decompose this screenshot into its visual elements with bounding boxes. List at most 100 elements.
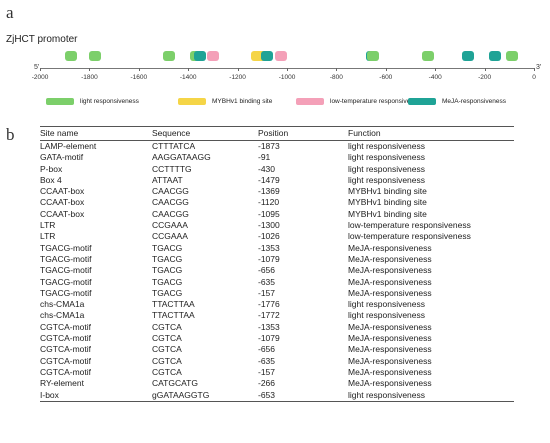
- sequence-cell: CGTCA: [152, 355, 182, 366]
- axis-tick-mark: [287, 68, 288, 71]
- table-row: CCAAT-box CAACGG -1369 MYBHv1 binding site: [40, 186, 514, 197]
- binding-site-box-meja: [193, 51, 206, 61]
- sequence-cell: TGACG: [152, 253, 183, 264]
- cis-element-table: Site name Sequence Position Function LAM…: [40, 126, 514, 402]
- table-row: LAMP-element CTTTATCA -1873 light responsiv…: [40, 141, 514, 153]
- site-name-cell: CGTCA-motif: [40, 333, 91, 344]
- axis-tick-mark: [237, 68, 239, 71]
- promoter-axis-ticks: -2000 -1800 -1600 -1400 -1200 -1000 -800 -600 -4…: [0, 68, 550, 86]
- position-cell: -1772: [258, 310, 280, 321]
- function-cell: MYBHv1 binding site: [348, 186, 427, 197]
- function-cell: MeJA-responsiveness: [348, 276, 432, 287]
- sequence-cell: CGTCA: [152, 333, 182, 344]
- legend-item-light: light responsiveness: [46, 94, 139, 108]
- axis-tick-label: 0: [532, 74, 536, 81]
- table-row: CGTCA-motif CGTCA -656 MeJA-responsiveness: [40, 344, 514, 355]
- axis-tick-label: -1400: [179, 74, 197, 81]
- function-cell: light responsiveness: [348, 163, 426, 174]
- table-row: P-box CCTTTTG -430 light responsiveness: [40, 164, 514, 175]
- table-row: chs-CMA1a TTACTTAA -1776 light responsivene…: [40, 299, 514, 310]
- site-name-cell: I-box: [40, 389, 152, 402]
- five-prime-label: 5': [34, 64, 40, 71]
- sequence-cell: AAGGATAAGG: [152, 152, 211, 163]
- function-cell: low-temperature responsiveness: [348, 220, 471, 231]
- axis-tick-label: -800: [329, 74, 343, 81]
- legend-label: low-temperature responsiveness: [330, 97, 424, 105]
- table-row: CGTCA-motif CGTCA -1079 MeJA-responsiveness: [40, 333, 514, 344]
- position-cell: -1353: [258, 321, 280, 332]
- function-cell: light responsiveness: [348, 174, 426, 185]
- function-cell: MYBHv1 binding site: [348, 208, 427, 219]
- sequence-cell: CCGAAA: [152, 231, 188, 242]
- legend: light responsiveness MYBHv1 binding site l…: [0, 94, 550, 108]
- sequence-cell: CGTCA: [152, 321, 182, 332]
- function-cell: light responsiveness: [348, 299, 426, 310]
- site-name-cell: LTR: [40, 231, 56, 242]
- binding-site-box-meja: [489, 51, 502, 61]
- sequence-cell: CAACGG: [152, 208, 189, 219]
- function-cell: MeJA-responsiveness: [348, 321, 432, 332]
- position-cell: -1776: [258, 299, 280, 310]
- binding-site-box-light: [366, 51, 379, 61]
- table-row: chs-CMA1a TTACTTAA -1772 light responsivene…: [40, 310, 514, 321]
- site-name-cell: CCAAT-box: [40, 186, 85, 197]
- position-cell: -1369: [258, 186, 280, 197]
- axis-tick-mark: [385, 68, 387, 71]
- function-cell: MeJA-responsiveness: [348, 242, 432, 253]
- legend-swatch: [178, 97, 206, 105]
- site-name-cell: GATA-motif: [40, 152, 84, 163]
- binding-site-box-meja: [462, 51, 475, 61]
- position-cell: -1300: [258, 220, 280, 231]
- position-cell: -1026: [258, 231, 280, 242]
- axis-tick-mark: [534, 68, 535, 71]
- sequence-cell: CTTTATCA: [152, 141, 196, 151]
- table-row: CCAAT-box CAACGG -1120 MYBHv1 binding site: [40, 197, 514, 208]
- sequence-cell: TTACTTAA: [152, 310, 195, 321]
- function-cell: MeJA-responsiveness: [348, 253, 432, 264]
- binding-site-box-light: [421, 51, 434, 61]
- site-name-cell: TGACG-motif: [40, 265, 92, 276]
- site-name-cell: TGACG-motif: [40, 287, 92, 298]
- promoter-title: ZjHCT promoter: [6, 34, 78, 45]
- function-cell: MeJA-responsiveness: [348, 333, 432, 344]
- binding-site-box-mybhv1: [251, 51, 264, 61]
- legend-item-lowtemp: low-temperature responsiveness: [296, 94, 424, 108]
- site-name-cell: LTR: [40, 220, 56, 231]
- site-name-cell: CGTCA-motif: [40, 321, 91, 332]
- binding-site-row: [0, 51, 550, 61]
- site-name-cell: CGTCA-motif: [40, 366, 91, 377]
- function-cell: MeJA-responsiveness: [348, 378, 432, 389]
- position-cell: -1120: [258, 197, 280, 208]
- sequence-cell: ATTAAT: [152, 174, 183, 185]
- sequence-cell: gGATAAGGTG: [152, 389, 258, 402]
- legend-swatch: [296, 97, 324, 105]
- legend-swatch: [408, 97, 436, 105]
- site-name-cell: CGTCA-motif: [40, 344, 91, 355]
- function-cell: low-temperature responsiveness: [348, 231, 471, 242]
- function-cell: light responsiveness: [348, 389, 514, 402]
- sequence-cell: TTACTTAA: [152, 299, 195, 310]
- legend-label: MYBHv1 binding site: [212, 97, 273, 105]
- function-cell: MeJA-responsiveness: [348, 355, 432, 366]
- sequence-cell: TGACG: [152, 276, 183, 287]
- function-cell: MeJA-responsiveness: [348, 287, 432, 298]
- binding-site-box-lowtemp: [274, 51, 287, 61]
- legend-label: light responsiveness: [80, 97, 139, 105]
- position-cell: -91: [258, 152, 271, 163]
- binding-site-box-meja: [261, 51, 274, 61]
- position-cell: -656: [258, 265, 276, 276]
- site-name-cell: Box 4: [40, 174, 62, 185]
- header-function: Function: [348, 126, 514, 141]
- axis-tick-mark: [484, 68, 486, 71]
- legend-label: MeJA-responsiveness: [442, 97, 506, 105]
- binding-site-box-light: [65, 51, 78, 61]
- site-name-cell: CCAAT-box: [40, 208, 85, 219]
- table-row: LTR CCGAAA -1300 low-temperature responsive…: [40, 220, 514, 231]
- axis-tick-mark: [188, 68, 190, 71]
- axis-tick-label: -1200: [229, 74, 246, 81]
- binding-site-box-light: [89, 51, 102, 61]
- function-cell: MYBHv1 binding site: [348, 197, 427, 208]
- table-row: TGACG-motif TGACG -656 MeJA-responsiveness: [40, 265, 514, 276]
- axis-tick-label: -600: [379, 74, 393, 81]
- table-header-row: Site name Sequence Position Function: [40, 126, 514, 141]
